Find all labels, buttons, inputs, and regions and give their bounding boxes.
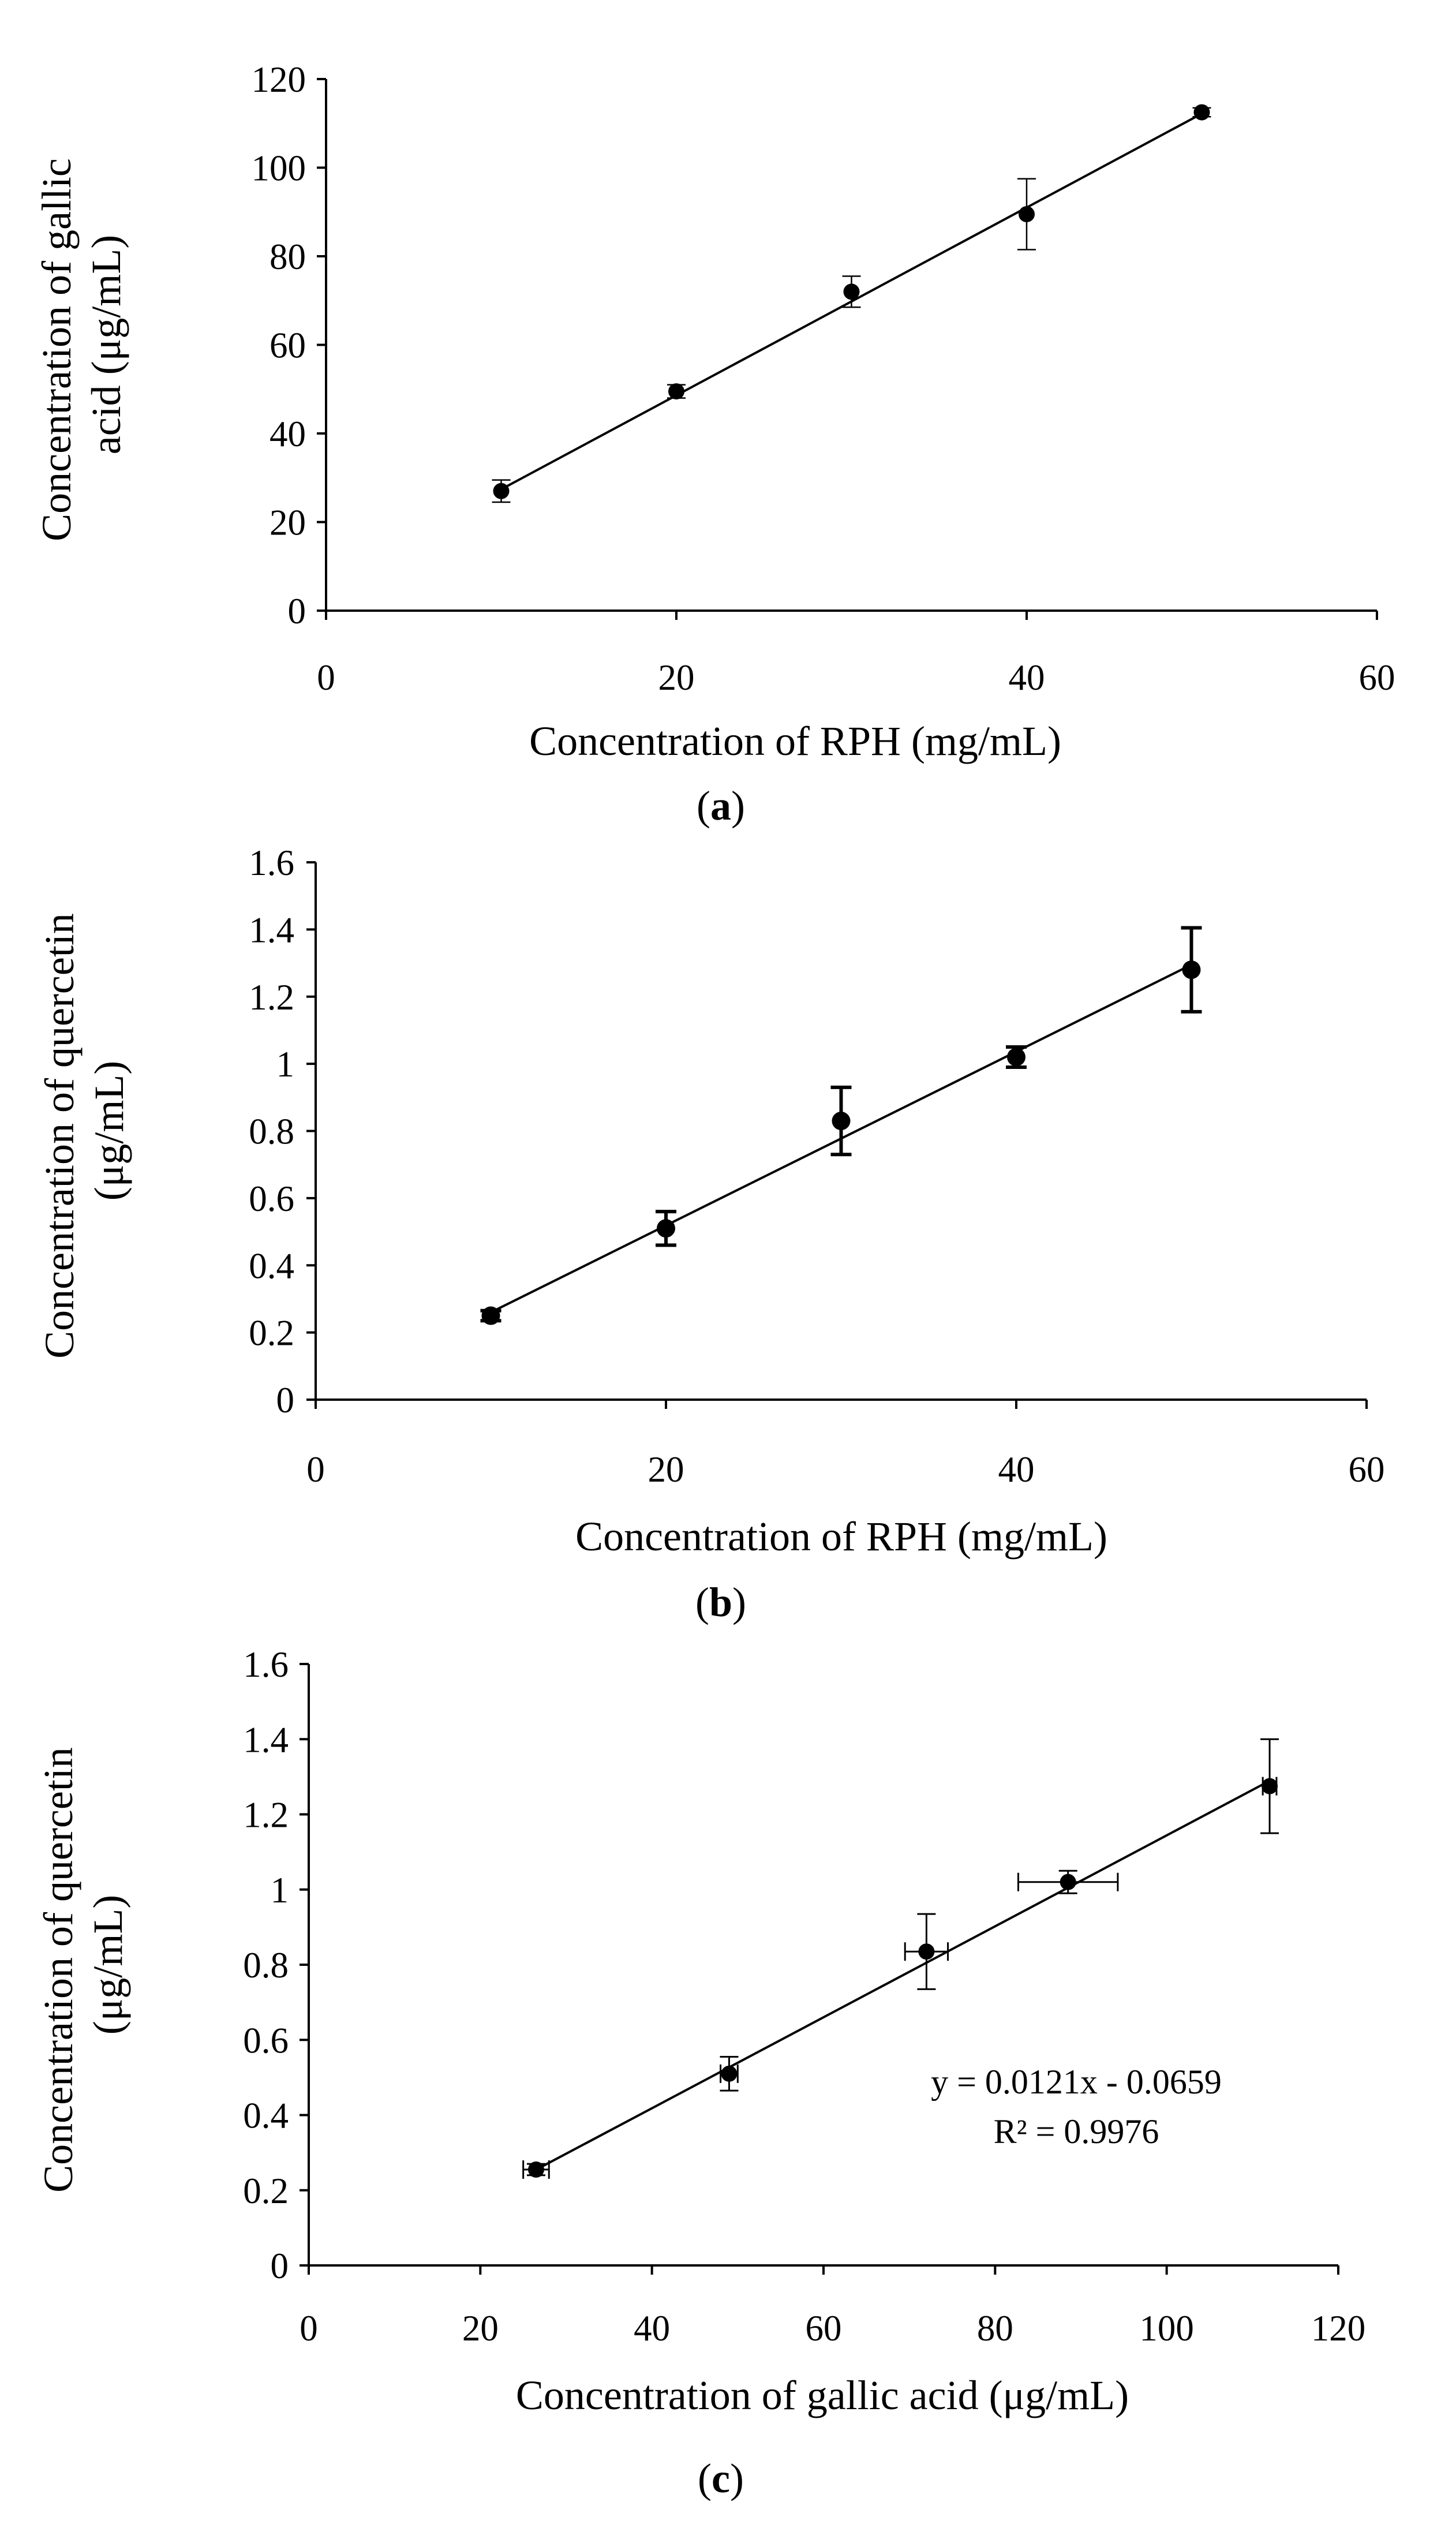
y-tick-label: 0.8 [249,1112,294,1152]
x-tick-label: 20 [462,2308,499,2349]
trendline [536,1779,1271,2171]
y-tick-label: 120 [252,59,306,100]
data-point [832,1112,851,1131]
panel-label-b: (b) [695,1579,746,1625]
x-tick-label: 0 [317,657,335,698]
y-axis-title-line2: acid (μg/mL) [83,235,129,454]
y-ticks: 0 0.2 0.4 0.6 0.8 1 1.2 1.4 1.6 [243,1644,309,2286]
chart-panel-c: 00.20.40.60.811.21.41.6 0 20 40 60 80 100 120 … [35,1644,1365,2501]
data-point [721,2065,738,2082]
x-tick-label: 60 [806,2308,842,2349]
y-axis-title: Concentration of quercetin (μg/mL) [36,903,132,1359]
y-tick-label: 1.6 [249,843,294,883]
y-tick-label: 0.4 [249,1246,294,1286]
data-point [493,483,510,499]
y-axis-title-line2: (μg/mL) [85,1895,131,2035]
data-point [1060,1874,1076,1890]
data-point [843,283,860,300]
x-axis-title: Concentration of gallic acid (μg/mL) [516,2372,1129,2418]
x-ticks: 0 20 40 60 [317,611,1395,698]
data-point [481,1306,500,1325]
y-tick-label: 0.6 [243,2020,289,2061]
y-tick-label: 0.2 [243,2171,289,2211]
y-tick-label: 20 [270,503,306,543]
y-axis-title: Concentration of gallic acid (μg/mL) [33,148,129,541]
y-tick-label: 1.2 [249,977,294,1018]
y-tick-label: 0.4 [243,2096,289,2136]
data-point [1262,1778,1278,1794]
y-ticks: 0 20 40 60 80 100 120 [252,59,326,631]
x-tick-label: 80 [977,2308,1013,2349]
x-tick-label: 20 [648,1449,684,1490]
x-tick-label: 40 [1009,657,1045,698]
data-point [668,383,684,400]
y-axis-title-line2: (μg/mL) [86,1061,132,1201]
data-point [918,1943,935,1960]
data-marks [492,104,1211,503]
y-tick-label: 60 [270,326,306,366]
x-tick-label: 100 [1139,2308,1194,2349]
data-point [1182,960,1201,979]
y-ticks: 0 0.2 0.4 0.6 0.8 1 1.2 1.4 1.6 [249,843,316,1420]
panel-label-a: (a) [697,783,745,829]
x-tick-label: 20 [658,657,695,698]
y-tick-label: 1.4 [249,910,294,950]
data-marks [522,1738,1279,2179]
y-axis-title: Concentration of quercetin (μg/mL) [35,1737,131,2193]
x-tick-label: 120 [1311,2308,1366,2349]
data-marks [480,926,1202,1325]
y-tick-label: 80 [270,237,306,277]
y-tick-label: 1.4 [243,1719,289,1760]
panel-letter-b: b [709,1579,732,1625]
y-tick-label: 0.8 [243,1945,289,1985]
panel-letter-c: c [712,2455,730,2501]
y-axis-title-line1: Concentration of gallic [33,158,80,541]
r-squared-label: R² = 0.9976 [994,2112,1159,2151]
y-tick-label: 1.6 [243,1644,289,1685]
x-tick-label: 0 [306,1449,325,1490]
y-tick-label: 0 [288,591,306,631]
x-tick-label: 60 [1349,1449,1385,1490]
panel-label-c: (c) [698,2455,744,2501]
x-axis-title: Concentration of RPH (mg/mL) [529,718,1061,764]
x-axis-title: Concentration of RPH (mg/mL) [575,1513,1107,1560]
y-axis-title-line1: Concentration of quercetin [35,1747,81,2193]
y-tick-label: 1 [276,1044,295,1085]
data-point [657,1219,675,1238]
y-axis-title-line1: Concentration of quercetin [36,913,83,1359]
x-tick-label: 0 [300,2308,318,2349]
y-tick-label: 1.2 [243,1795,289,1835]
y-tick-label: 0.2 [249,1313,294,1353]
chart-panel-b: 0 0.2 0.4 0.6 0.8 1 1.2 1.4 1.6 0 20 40 60 Concentr… [36,843,1385,1625]
data-point [1193,104,1210,121]
data-point [527,2161,544,2178]
y-tick-label: 0 [276,1380,295,1420]
y-tick-label: 1 [271,1870,289,1910]
x-tick-label: 40 [634,2308,670,2349]
x-tick-label: 60 [1359,657,1395,698]
y-tick-label: 100 [252,148,306,189]
x-tick-label: 40 [998,1449,1035,1490]
y-tick-label: 0.6 [249,1179,294,1219]
chart-panel-a: 0 20 40 60 80 100 120 0 20 40 60 Concentration of… [33,59,1395,829]
panel-letter-a: a [710,783,731,829]
data-point [1007,1048,1025,1067]
y-tick-label: 0 [271,2246,289,2286]
x-ticks: 0 20 40 60 [306,1400,1385,1490]
data-point [1019,206,1035,223]
trendline-equation: y = 0.0121x - 0.0659 [931,2063,1222,2101]
y-tick-label: 40 [270,414,306,454]
x-ticks: 0 20 40 60 80 100 120 [300,2265,1365,2349]
